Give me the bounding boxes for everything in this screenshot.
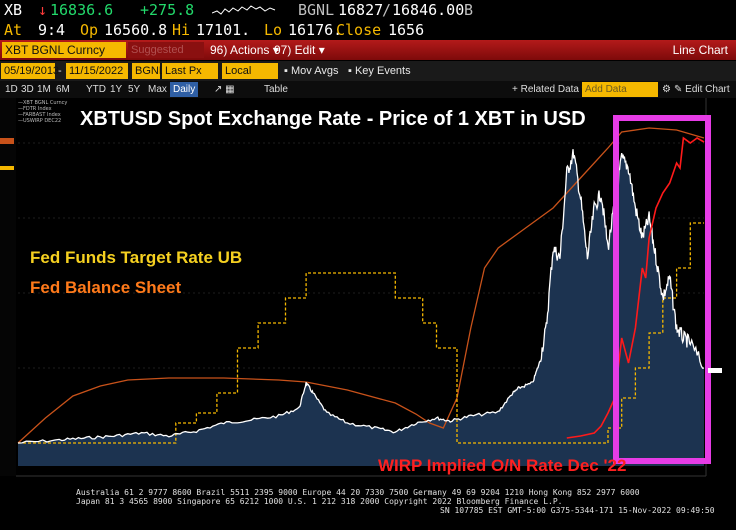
period-1d[interactable]: 1D: [5, 84, 18, 95]
sparkline-icon: [212, 5, 276, 15]
start-date-field[interactable]: 05/19/2013: [1, 63, 59, 79]
period-6m[interactable]: 6M: [56, 84, 70, 95]
period-1m[interactable]: 1M: [37, 84, 51, 95]
price-axis-tag: [708, 368, 722, 373]
end-date-field[interactable]: 11/15/2022: [66, 63, 128, 79]
chart-tool-icon[interactable]: ↗ ▦: [214, 84, 235, 95]
high-label: Hi: [172, 21, 191, 39]
edit-chart-button[interactable]: ✎ Edit Chart: [674, 84, 730, 95]
pricing-source: BGNL: [298, 1, 335, 19]
price-area: [18, 149, 704, 466]
left-axis: [0, 98, 16, 476]
settings-icon[interactable]: ⚙: [662, 84, 671, 95]
price-line: [17, 149, 705, 444]
footer: Australia 61 2 9777 8600 Brazil 5511 239…: [0, 486, 736, 530]
ticker: XB: [4, 1, 23, 19]
open-value: 16560.8: [104, 21, 168, 39]
key-events-checkbox[interactable]: ▪ Key Events: [348, 65, 411, 77]
frequency-dropdown[interactable]: Daily: [170, 82, 199, 97]
down-arrow-icon: ↓: [38, 1, 48, 19]
quote-line: XB ↓ 16836.6 +275.8 BGNL 16827 / 16846.0…: [4, 1, 474, 19]
high-value: 17101.: [196, 21, 251, 39]
bid-price: 16827: [338, 1, 384, 19]
period-5y[interactable]: 5Y: [128, 84, 141, 95]
chart-params-bar: 05/19/2013 - 11/15/2022 BGNL Last Px Loc…: [0, 61, 736, 93]
add-data-input[interactable]: Add Data: [582, 82, 658, 97]
footer-line-1: Australia 61 2 9777 8600 Brazil 5511 239…: [76, 488, 640, 497]
close-value: 1656: [388, 21, 425, 39]
low-label: Lo: [264, 21, 283, 39]
footer-line-3: SN 107785 EST GMT-5:00 G375-5344-171 15-…: [440, 506, 715, 515]
chart-name: Line Chart: [672, 43, 728, 57]
currency-field[interactable]: Local CCY: [222, 63, 278, 93]
ask-suffix: B: [464, 1, 474, 19]
fed-funds-line: [18, 222, 704, 444]
last-price: 16836.6: [50, 1, 114, 19]
time-value: 9:4: [38, 21, 66, 39]
low-value: 16176.: [288, 21, 343, 39]
open-label: Op: [80, 21, 99, 39]
legend: —XBT BGNL Curncy —FDTR Index —FARBAST Inde…: [18, 100, 68, 124]
security-field[interactable]: XBT BGNL Curncy: [2, 42, 126, 58]
at-label: At: [4, 21, 23, 39]
wirp-line: [566, 136, 705, 439]
suggested-charts-field[interactable]: Suggested Charts: [128, 42, 204, 72]
period-ytd[interactable]: YTD: [86, 84, 106, 95]
period-3d[interactable]: 3D: [21, 84, 34, 95]
line-chart: [0, 98, 736, 488]
mov-avgs-checkbox[interactable]: ▪ Mov Avgs: [284, 65, 339, 77]
fed-funds-annotation: Fed Funds Target Rate UB: [30, 248, 243, 267]
period-1y[interactable]: 1Y: [110, 84, 123, 95]
period-bar: 1D 3D 1M 6M YTD 1Y 5Y Max Daily ↗ ▦ Tabl…: [0, 81, 736, 98]
source-field[interactable]: BGNL: [132, 63, 165, 79]
edit-menu-button[interactable]: 97) Edit ▾: [274, 43, 325, 57]
chart-title-annotation: XBTUSD Spot Exchange Rate - Price of 1 X…: [80, 108, 586, 130]
related-data-button[interactable]: + Related Data ▾: [512, 84, 587, 95]
key-events-label: Key Events: [354, 65, 411, 77]
chart-area: —XBT BGNL Curncy —FDTR Index —FARBAST Inde…: [0, 98, 736, 488]
fed-bs-axis-tag: [0, 138, 14, 144]
fed-balance-sheet-annotation: Fed Balance Sheet: [30, 278, 182, 297]
ask-price: 16846.00: [392, 1, 465, 19]
price-field[interactable]: Last Px: [162, 63, 218, 79]
table-button[interactable]: Table: [264, 84, 288, 95]
fed-funds-axis-tag: [0, 166, 14, 170]
mov-avgs-label: Mov Avgs: [290, 65, 339, 77]
actions-menu-button[interactable]: 96) Actions ▾: [210, 43, 279, 57]
command-bar: XBT BGNL Curncy Suggested Charts 96) Act…: [0, 40, 736, 72]
price-change: +275.8: [140, 1, 195, 19]
fed-balance-sheet-line: [17, 127, 705, 444]
close-label: Close: [336, 21, 382, 39]
edit-chart-label: Edit Chart: [685, 84, 730, 95]
highlight-box: [613, 115, 711, 464]
session-line: At 9:4 Op 16560.8 Hi 17101. Lo 16176. Cl…: [0, 20, 736, 40]
period-max[interactable]: Max: [148, 84, 167, 95]
wirp-annotation: WIRP Implied O/N Rate Dec '22: [378, 456, 627, 475]
footer-line-2: Japan 81 3 4565 8900 Singapore 65 6212 1…: [76, 497, 563, 506]
